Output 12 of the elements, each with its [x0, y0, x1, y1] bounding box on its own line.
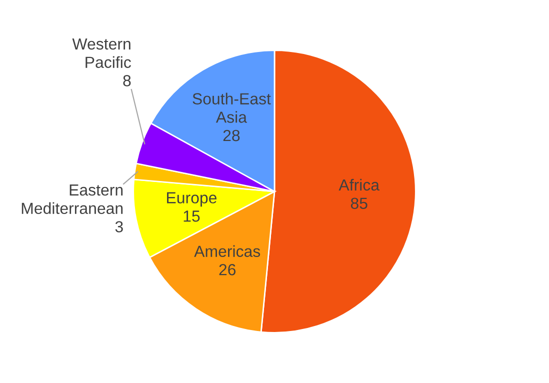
slice-label: South-East Asia: [192, 92, 271, 123]
data-label: 8: [123, 75, 131, 86]
data-label: 3: [115, 221, 123, 232]
data-label: 15: [184, 210, 200, 222]
data-label: 85: [350, 198, 368, 209]
data-label: 28: [223, 130, 240, 142]
data-label: 26: [219, 264, 236, 276]
slice-label: Americas: [194, 245, 260, 257]
slice-label: Africa: [338, 178, 380, 191]
slice-label: Europe: [167, 192, 217, 207]
slice-label: Eastern Mediterranean: [22, 184, 123, 214]
slice-label: Western Pacific: [72, 38, 131, 68]
